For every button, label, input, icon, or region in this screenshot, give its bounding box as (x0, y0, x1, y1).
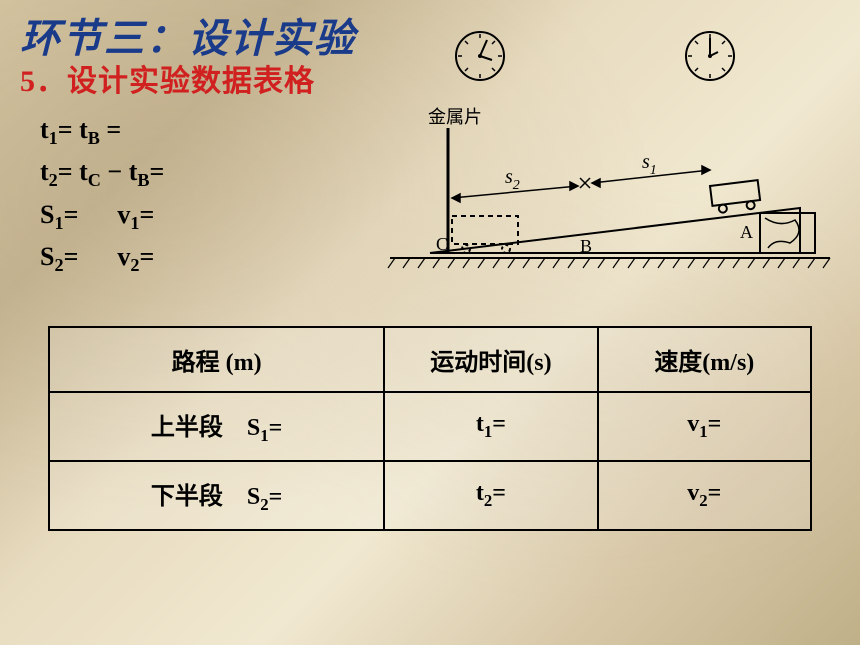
data-table: 路程 (m) 运动时间(s) 速度(m/s) 上半段 S1= t1= v1= (48, 326, 812, 531)
clock-right-icon (686, 32, 734, 80)
cart-icon (710, 180, 761, 214)
cart-dashed-icon (452, 216, 518, 253)
support-block (760, 213, 815, 253)
s1-label: s1 (642, 151, 657, 178)
header-distance: 路程 (m) (49, 327, 384, 392)
metal-label: 金属片 (428, 107, 482, 127)
formula-line-1: t1= tB = (40, 110, 164, 152)
table-row: 下半段 S2= t2= v2= (49, 461, 811, 530)
cell-upper-distance: 上半段 S1= (49, 392, 384, 461)
table-row: 上半段 S1= t1= v1= (49, 392, 811, 461)
cell-lower-speed: v2= (598, 461, 811, 530)
ground-hatching (388, 258, 830, 268)
data-table-wrap: 路程 (m) 运动时间(s) 速度(m/s) 上半段 S1= t1= v1= (48, 326, 812, 531)
formula-block: t1= tB = t2= tC − tB= S1= v1= S2= v2= (40, 110, 164, 280)
point-c-label: C (436, 234, 448, 254)
header-time: 运动时间(s) (384, 327, 597, 392)
cell-lower-time: t2= (384, 461, 597, 530)
formula-line-3: S1= v1= (40, 195, 164, 237)
table-header-row: 路程 (m) 运动时间(s) 速度(m/s) (49, 327, 811, 392)
cell-upper-time: t1= (384, 392, 597, 461)
cell-lower-distance: 下半段 S2= (49, 461, 384, 530)
formula-line-4: S2= v2= (40, 237, 164, 279)
s2-label: s2 (505, 166, 520, 193)
point-a-label: A (740, 222, 753, 242)
clock-left-icon (456, 32, 504, 80)
formula-line-2: t2= tC − tB= (40, 152, 164, 194)
cell-upper-speed: v1= (598, 392, 811, 461)
subsection-title: 5．设计实验数据表格 (20, 56, 315, 100)
point-b-label: B (580, 236, 592, 256)
experiment-diagram: 金属片 s1 s2 C B A (380, 28, 840, 288)
header-speed: 速度(m/s) (598, 327, 811, 392)
